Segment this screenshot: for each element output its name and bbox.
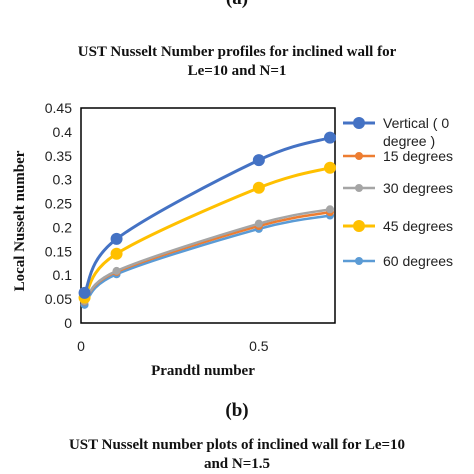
data-point bbox=[324, 131, 336, 144]
legend-swatch-marker bbox=[355, 152, 363, 160]
y-tick-label: 0.25 bbox=[45, 196, 72, 212]
legend-entry: 60 degrees bbox=[343, 253, 453, 269]
panel-b-label: (b) bbox=[225, 400, 249, 421]
legend-label: 60 degrees bbox=[383, 253, 453, 269]
series-line bbox=[83, 208, 331, 302]
legend-swatch-marker bbox=[353, 117, 365, 129]
data-point bbox=[324, 161, 336, 174]
series-5 bbox=[80, 211, 334, 309]
series-line bbox=[83, 214, 331, 306]
series-1 bbox=[78, 131, 336, 299]
data-point bbox=[78, 286, 91, 299]
x-axis-label: Prandtl number bbox=[151, 363, 255, 379]
y-tick-label: 0.2 bbox=[53, 219, 73, 235]
series-line bbox=[83, 136, 331, 294]
x-tick-label: 0 bbox=[77, 338, 85, 354]
y-tick-label: 0.4 bbox=[53, 124, 73, 140]
y-tick-label: 0 bbox=[64, 315, 72, 331]
panel-b-title-line-2: and N=1.5 bbox=[203, 456, 271, 472]
legend-swatch-marker bbox=[355, 257, 363, 265]
data-point bbox=[326, 205, 334, 214]
legend-label: 30 degrees bbox=[383, 180, 453, 196]
data-point bbox=[252, 154, 265, 167]
legend-entry: 45 degrees bbox=[343, 218, 453, 234]
y-tick-label: 0.45 bbox=[45, 100, 72, 116]
data-point bbox=[110, 232, 123, 245]
legend-swatch-marker bbox=[353, 220, 365, 232]
panel-b-title-line-1: UST Nusselt number plots of inclined wal… bbox=[68, 437, 406, 453]
chart-title-line-2: Le=10 and N=1 bbox=[187, 63, 287, 79]
legend-label: Vertical ( 0 bbox=[383, 115, 449, 131]
legend-label: degree ) bbox=[383, 133, 435, 149]
y-axis-label: Local Nusselt number bbox=[12, 150, 28, 291]
y-tick-label: 0.15 bbox=[45, 243, 72, 259]
legend-swatch-marker bbox=[355, 184, 363, 192]
legend-label: 45 degrees bbox=[383, 218, 453, 234]
legend-entry: Vertical ( 0 degree ) bbox=[343, 115, 449, 149]
legend-label: 15 degrees bbox=[383, 148, 453, 164]
plot-area-frame bbox=[80, 107, 336, 324]
series-line bbox=[83, 166, 331, 299]
chart-title-line-1: UST Nusselt Number profiles for inclined… bbox=[77, 44, 397, 60]
y-tick-label: 0.35 bbox=[45, 148, 72, 164]
y-tick-label: 0.05 bbox=[45, 291, 72, 307]
data-point bbox=[252, 181, 265, 194]
x-tick-label: 0.5 bbox=[249, 338, 269, 354]
legend-entry: 30 degrees bbox=[343, 180, 453, 196]
data-point bbox=[110, 247, 123, 260]
y-tick-label: 0.1 bbox=[53, 267, 73, 283]
legend-entry: 15 degrees bbox=[343, 148, 453, 164]
y-tick-label: 0.3 bbox=[53, 172, 73, 188]
panel-a-label: (a) bbox=[0, 0, 474, 10]
series-4 bbox=[78, 161, 336, 304]
data-point bbox=[254, 219, 263, 228]
data-point bbox=[112, 266, 121, 275]
